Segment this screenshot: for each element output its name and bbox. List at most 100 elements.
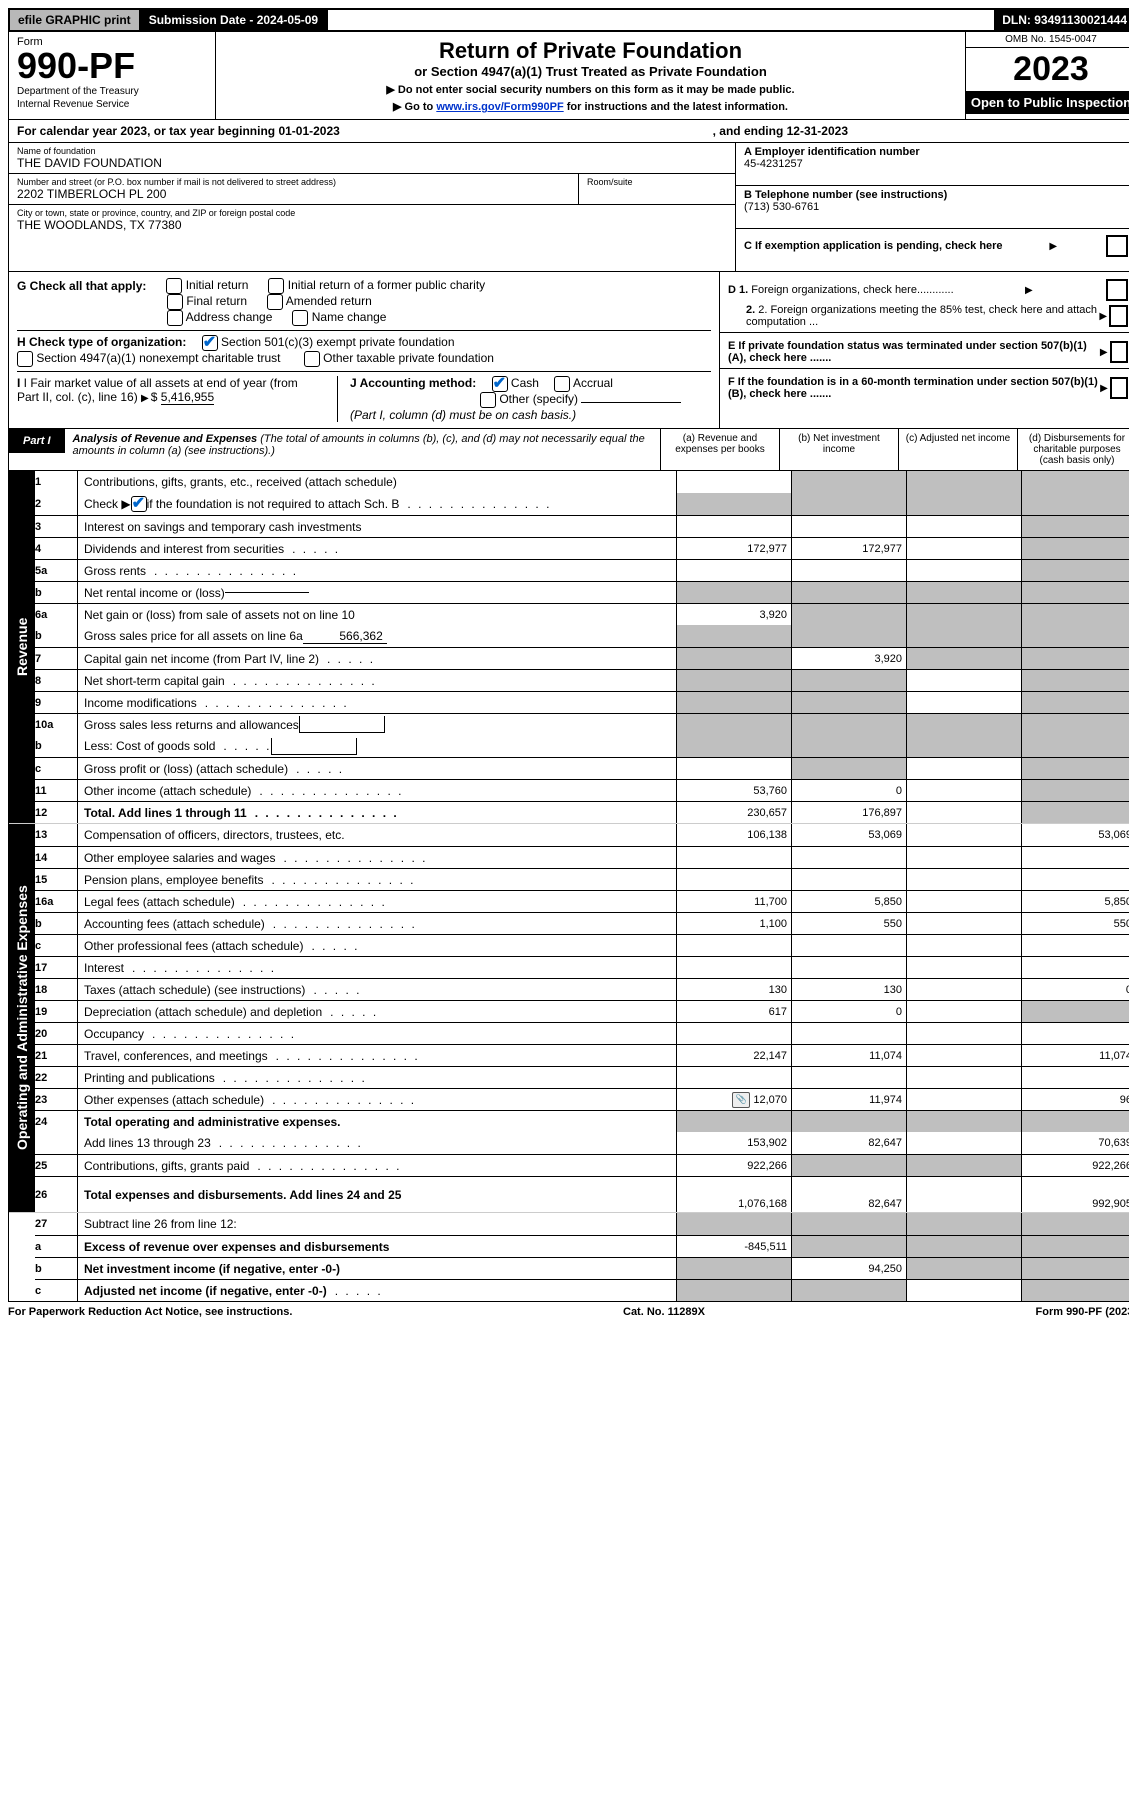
- line-6b-value: 566,362: [303, 629, 387, 644]
- line-6b-desc: Gross sales price for all assets on line…: [78, 625, 676, 647]
- line-26-col-a: 1,076,168: [676, 1176, 791, 1212]
- i-fmv-value: 5,416,955: [161, 390, 214, 405]
- line-16b-col-a: 1,100: [676, 912, 791, 934]
- h-4947-checkbox[interactable]: [17, 351, 33, 367]
- part1-title: Analysis of Revenue and Expenses: [73, 433, 258, 445]
- line-7-col-b: 3,920: [791, 647, 906, 669]
- j-other-checkbox[interactable]: [480, 392, 496, 408]
- line-26-desc: Total expenses and disbursements. Add li…: [78, 1176, 676, 1212]
- e-checkbox[interactable]: [1110, 341, 1128, 363]
- line-16b-col-b: 550: [791, 912, 906, 934]
- dln-number: DLN: 93491130021444: [994, 10, 1129, 30]
- g-former-charity-checkbox[interactable]: [268, 278, 284, 294]
- line-16a-col-a: 11,700: [676, 890, 791, 912]
- line-17-desc: Interest: [78, 956, 676, 978]
- line-19-desc: Depreciation (attach schedule) and deple…: [78, 1000, 676, 1022]
- g-address-change: Address change: [186, 310, 273, 324]
- line-16b-desc: Accounting fees (attach schedule): [78, 912, 676, 934]
- line-2-checkbox[interactable]: [131, 496, 147, 512]
- j-accrual: Accrual: [573, 376, 613, 390]
- arrow-icon: [1025, 284, 1035, 296]
- cat-number: Cat. No. 11289X: [623, 1306, 705, 1318]
- j-cash: Cash: [511, 376, 539, 390]
- line-27-desc: Subtract line 26 from line 12:: [78, 1213, 676, 1235]
- box-c-checkbox[interactable]: [1106, 235, 1128, 257]
- form-title-block: Return of Private Foundation or Section …: [216, 32, 965, 119]
- city-label: City or town, state or province, country…: [17, 208, 727, 218]
- line-21-col-d: 11,074: [1021, 1044, 1129, 1066]
- g-initial-return-checkbox[interactable]: [166, 278, 182, 294]
- d1-checkbox[interactable]: [1106, 279, 1128, 301]
- part1-badge: Part I: [9, 429, 65, 453]
- open-to-public-badge: Open to Public Inspection: [966, 91, 1129, 114]
- line-6a-col-a: 3,920: [676, 603, 791, 625]
- line-27c-desc: Adjusted net income (if negative, enter …: [78, 1279, 676, 1301]
- g-final-return-checkbox[interactable]: [167, 294, 183, 310]
- h-row: H Check type of organization: Section 50…: [17, 330, 711, 367]
- form-header: Form 990-PF Department of the Treasury I…: [8, 32, 1129, 120]
- line-26-col-b: 82,647: [791, 1176, 906, 1212]
- h-501c3-checkbox[interactable]: [202, 335, 218, 351]
- col-b-header: (b) Net investment income: [779, 429, 898, 470]
- ssn-warning: ▶ Do not enter social security numbers o…: [224, 83, 957, 96]
- address-value: 2202 TIMBERLOCH PL 200: [17, 187, 570, 201]
- g-initial-return: Initial return: [186, 278, 249, 292]
- goto-prefix: ▶ Go to: [393, 101, 436, 113]
- line-13-desc: Compensation of officers, directors, tru…: [78, 824, 676, 846]
- j-accrual-checkbox[interactable]: [554, 376, 570, 392]
- line-4-desc: Dividends and interest from securities: [78, 537, 676, 559]
- line-14-desc: Other employee salaries and wages: [78, 846, 676, 868]
- g-name-change-checkbox[interactable]: [292, 310, 308, 326]
- h-other: Other taxable private foundation: [323, 351, 494, 365]
- line-1-desc: Contributions, gifts, grants, etc., rece…: [78, 471, 676, 493]
- line-10a-desc: Gross sales less returns and allowances: [78, 713, 676, 735]
- line-10c-desc: Gross profit or (loss) (attach schedule): [78, 757, 676, 779]
- line-16a-col-d: 5,850: [1021, 890, 1129, 912]
- line-12-desc: Total. Add lines 1 through 11: [78, 801, 676, 823]
- ij-row: I I Fair market value of all assets at e…: [17, 371, 711, 422]
- dept-treasury: Department of the Treasury: [17, 86, 207, 97]
- f-checkbox[interactable]: [1110, 377, 1128, 399]
- line-21-desc: Travel, conferences, and meetings: [78, 1044, 676, 1066]
- h-4947: Section 4947(a)(1) nonexempt charitable …: [36, 351, 280, 365]
- h-other-checkbox[interactable]: [304, 351, 320, 367]
- line-11-col-a: 53,760: [676, 779, 791, 801]
- j-cash-checkbox[interactable]: [492, 376, 508, 392]
- arrow-icon: [1100, 346, 1110, 358]
- phone-label: B Telephone number (see instructions): [744, 189, 1128, 201]
- i-label: I Fair market value of all assets at end…: [17, 376, 298, 404]
- arrow-icon: [141, 390, 151, 404]
- line-24-col-a: 153,902: [676, 1132, 791, 1154]
- line-23-col-d: 96: [1021, 1088, 1129, 1110]
- line-27b-desc: Net investment income (if negative, ente…: [78, 1257, 676, 1279]
- g-address-change-checkbox[interactable]: [167, 310, 183, 326]
- line-23-desc: Other expenses (attach schedule): [78, 1088, 676, 1110]
- instructions-link[interactable]: www.irs.gov/Form990PF: [436, 101, 563, 113]
- check-section: G Check all that apply: Initial return I…: [8, 272, 1129, 429]
- line-5b-desc: Net rental income or (loss): [78, 581, 676, 603]
- col-c-header: (c) Adjusted net income: [898, 429, 1017, 470]
- attachment-icon[interactable]: 📎: [732, 1092, 750, 1108]
- h-501c3: Section 501(c)(3) exempt private foundat…: [221, 335, 454, 349]
- line-20-desc: Occupancy: [78, 1022, 676, 1044]
- line-4-col-b: 172,977: [791, 537, 906, 559]
- form-year-block: OMB No. 1545-0047 2023 Open to Public In…: [965, 32, 1129, 119]
- ein-label: A Employer identification number: [744, 146, 1128, 158]
- col-d-header: (d) Disbursements for charitable purpose…: [1017, 429, 1129, 470]
- revenue-side-label: Revenue: [9, 471, 35, 823]
- j-other: Other (specify): [499, 392, 578, 406]
- line-18-col-b: 130: [791, 978, 906, 1000]
- efile-print-button[interactable]: efile GRAPHIC print: [10, 10, 141, 30]
- line-11-desc: Other income (attach schedule): [78, 779, 676, 801]
- g-name-change: Name change: [312, 310, 387, 324]
- line-13-col-b: 53,069: [791, 824, 906, 846]
- d2-label: 2. Foreign organizations meeting the 85%…: [746, 304, 1097, 328]
- line-27b-col-b: 94,250: [791, 1257, 906, 1279]
- g-amended: Amended return: [286, 294, 372, 308]
- d2-checkbox[interactable]: [1109, 305, 1128, 327]
- line-27a-col-a: -845,511: [676, 1235, 791, 1257]
- part1-description: Analysis of Revenue and Expenses (The to…: [65, 429, 660, 470]
- g-amended-checkbox[interactable]: [267, 294, 283, 310]
- g-former-charity: Initial return of a former public charit…: [288, 278, 485, 292]
- line-13-col-d: 53,069: [1021, 824, 1129, 846]
